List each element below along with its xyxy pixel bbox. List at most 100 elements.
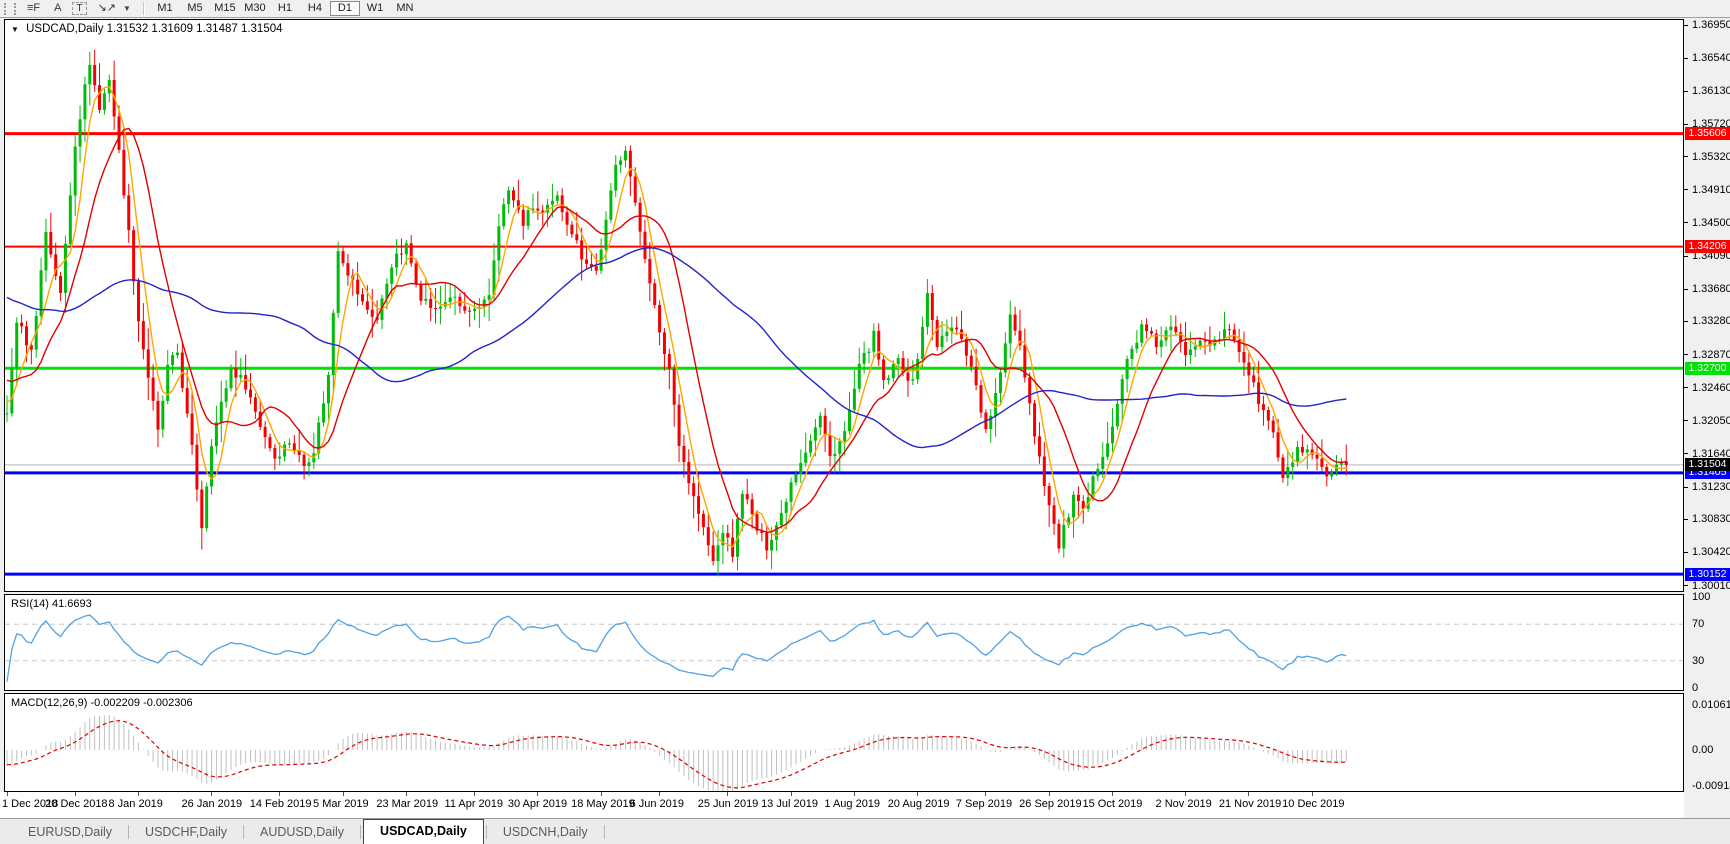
- rsi-axis-label: 30: [1692, 654, 1705, 667]
- price-axis-label: 1.36130: [1692, 85, 1730, 98]
- tab-separator: [128, 825, 130, 839]
- rsi-axis-label: 100: [1692, 591, 1711, 603]
- toolbar: ≡F A T ↘↗ ▼ M1 M5 M15 M30 H1 H4 D1 W1 MN: [0, 0, 1730, 18]
- timeframe-m5-button[interactable]: M5: [187, 2, 203, 14]
- date-label: 8 Jan 2019: [108, 798, 163, 810]
- price-tick: [1684, 91, 1688, 92]
- price-axis-label: 1.31230: [1692, 481, 1730, 494]
- date-label: 1 Dec 2018: [2, 798, 59, 810]
- date-tick: [138, 792, 139, 796]
- price-tick: [1684, 256, 1688, 257]
- date-label: 2 Nov 2019: [1155, 798, 1212, 810]
- date-tick: [406, 792, 407, 796]
- date-tick: [917, 792, 918, 796]
- price-axis-label: 1.34910: [1692, 183, 1730, 196]
- date-tick: [279, 792, 280, 796]
- chart-title: ▼ USDCAD,Daily 1.31532 1.31609 1.31487 1…: [11, 23, 283, 35]
- price-tick: [1684, 58, 1688, 59]
- date-tick: [1049, 792, 1050, 796]
- date-tick: [659, 792, 660, 796]
- price-axis-label: 1.34500: [1692, 216, 1730, 229]
- macd-chart[interactable]: [5, 694, 1683, 791]
- chart-tabs: EURUSD,Daily USDCHF,Daily AUDUSD,Daily USDC…: [0, 818, 1730, 844]
- candles: [5, 49, 1348, 577]
- timeframe-h1-button[interactable]: H1: [277, 2, 292, 14]
- symbol-dropdown-icon[interactable]: ▼: [11, 25, 19, 34]
- timeframe-group: M1 M5 M15 M30 H1 H4 D1 W1 MN: [150, 1, 420, 16]
- date-tick: [727, 792, 728, 796]
- price-axis-label: 1.36540: [1692, 52, 1730, 65]
- caret-down-icon[interactable]: ▼: [123, 4, 131, 13]
- price-axis-label: 1.30420: [1692, 546, 1730, 559]
- price-axis-label: 1.36950: [1692, 19, 1730, 31]
- price-axis[interactable]: 1.36950 1.36540 1.36130 1.35720 1.35320 1.349…: [1684, 0, 1730, 818]
- text-tool-icon[interactable]: A: [54, 2, 62, 14]
- timeframe-m15-button[interactable]: M15: [214, 2, 236, 14]
- date-tick: [1312, 792, 1313, 796]
- timeframe-w1-button[interactable]: W1: [366, 2, 384, 14]
- timeframe-mn-button[interactable]: MN: [396, 2, 414, 14]
- date-label: 5 Mar 2019: [313, 798, 369, 810]
- price-axis-label: 1.33680: [1692, 283, 1730, 296]
- price-tick: [1684, 420, 1688, 421]
- date-label: 11 Apr 2019: [444, 798, 504, 810]
- tab-eurusd[interactable]: EURUSD,Daily: [28, 825, 113, 839]
- price-tick: [1684, 222, 1688, 223]
- date-label: 26 Sep 2019: [1019, 798, 1082, 810]
- date-label: 26 Jan 2019: [181, 798, 243, 810]
- candlestick-chart[interactable]: [5, 20, 1683, 591]
- tab-separator: [360, 825, 362, 839]
- date-tick: [791, 792, 792, 796]
- price-tick: [1684, 585, 1688, 586]
- ma-fast-line: [6, 85, 1347, 548]
- fibonacci-tool-icon[interactable]: ≡F: [27, 2, 41, 14]
- date-tick: [474, 792, 475, 796]
- price-tick: [1684, 453, 1688, 454]
- price-badge-1.34206: 1.34206: [1685, 240, 1730, 254]
- timeframe-h4-button[interactable]: H4: [307, 2, 322, 14]
- date-label: 1 Aug 2019: [824, 798, 881, 810]
- tab-audusd[interactable]: AUDUSD,Daily: [260, 825, 345, 839]
- label-tool-icon[interactable]: T: [72, 2, 87, 15]
- date-label: 15 Oct 2019: [1082, 798, 1143, 810]
- date-label: 20 Aug 2019: [887, 798, 950, 810]
- drawing-tools-group: ≡F A T ↘↗: [20, 1, 123, 16]
- price-badge-1.35606: 1.35606: [1685, 127, 1730, 141]
- date-label: 10 Dec 2019: [1282, 798, 1345, 810]
- price-tick: [1684, 387, 1688, 388]
- tab-usdcnh[interactable]: USDCNH,Daily: [502, 825, 588, 839]
- toolbar-separator: [142, 2, 144, 15]
- toolbar-drag-handle[interactable]: [4, 2, 16, 15]
- date-label: 25 Jun 2019: [697, 798, 759, 810]
- price-axis-label: 1.31640: [1692, 447, 1730, 460]
- date-label: 18 May 2019: [571, 798, 635, 810]
- price-axis-label: 1.30010: [1692, 579, 1730, 592]
- price-chart-panel[interactable]: ▼ USDCAD,Daily 1.31532 1.31609 1.31487 1…: [4, 19, 1684, 592]
- date-tick: [7, 792, 8, 796]
- rsi-label: RSI(14) 41.6693: [11, 598, 92, 610]
- date-label: 13 Jul 2019: [761, 798, 818, 810]
- tab-usdcad[interactable]: USDCAD,Daily: [363, 819, 484, 844]
- rsi-panel[interactable]: RSI(14) 41.6693: [4, 594, 1684, 691]
- rsi-chart[interactable]: [5, 595, 1683, 690]
- macd-panel[interactable]: MACD(12,26,9) -0.002209 -0.002306: [4, 693, 1684, 792]
- date-label: 21 Nov 2019: [1218, 798, 1282, 810]
- price-axis-label: 1.35320: [1692, 150, 1730, 163]
- price-axis-label: 1.30830: [1692, 513, 1730, 526]
- date-axis[interactable]: 1 Dec 2018 20 Dec 2018 8 Jan 2019 26 Jan 20…: [0, 792, 1684, 818]
- timeframe-m30-button[interactable]: M30: [244, 2, 266, 14]
- macd-signal-line: [6, 720, 1347, 789]
- timeframe-d1-button[interactable]: D1: [329, 1, 360, 16]
- date-tick: [985, 792, 986, 796]
- symbol-name: USDCAD,Daily: [26, 23, 104, 35]
- rsi-line: [6, 614, 1347, 682]
- rsi-axis-label: 70: [1692, 618, 1705, 631]
- tab-usdchf[interactable]: USDCHF,Daily: [145, 825, 227, 839]
- date-label: 14 Feb 2019: [249, 798, 312, 810]
- date-tick: [1112, 792, 1113, 796]
- date-tick: [75, 792, 76, 796]
- arrows-tool-icon[interactable]: ↘↗: [97, 2, 117, 14]
- tab-separator: [243, 825, 244, 839]
- date-tick: [211, 792, 212, 796]
- timeframe-m1-button[interactable]: M1: [157, 2, 173, 14]
